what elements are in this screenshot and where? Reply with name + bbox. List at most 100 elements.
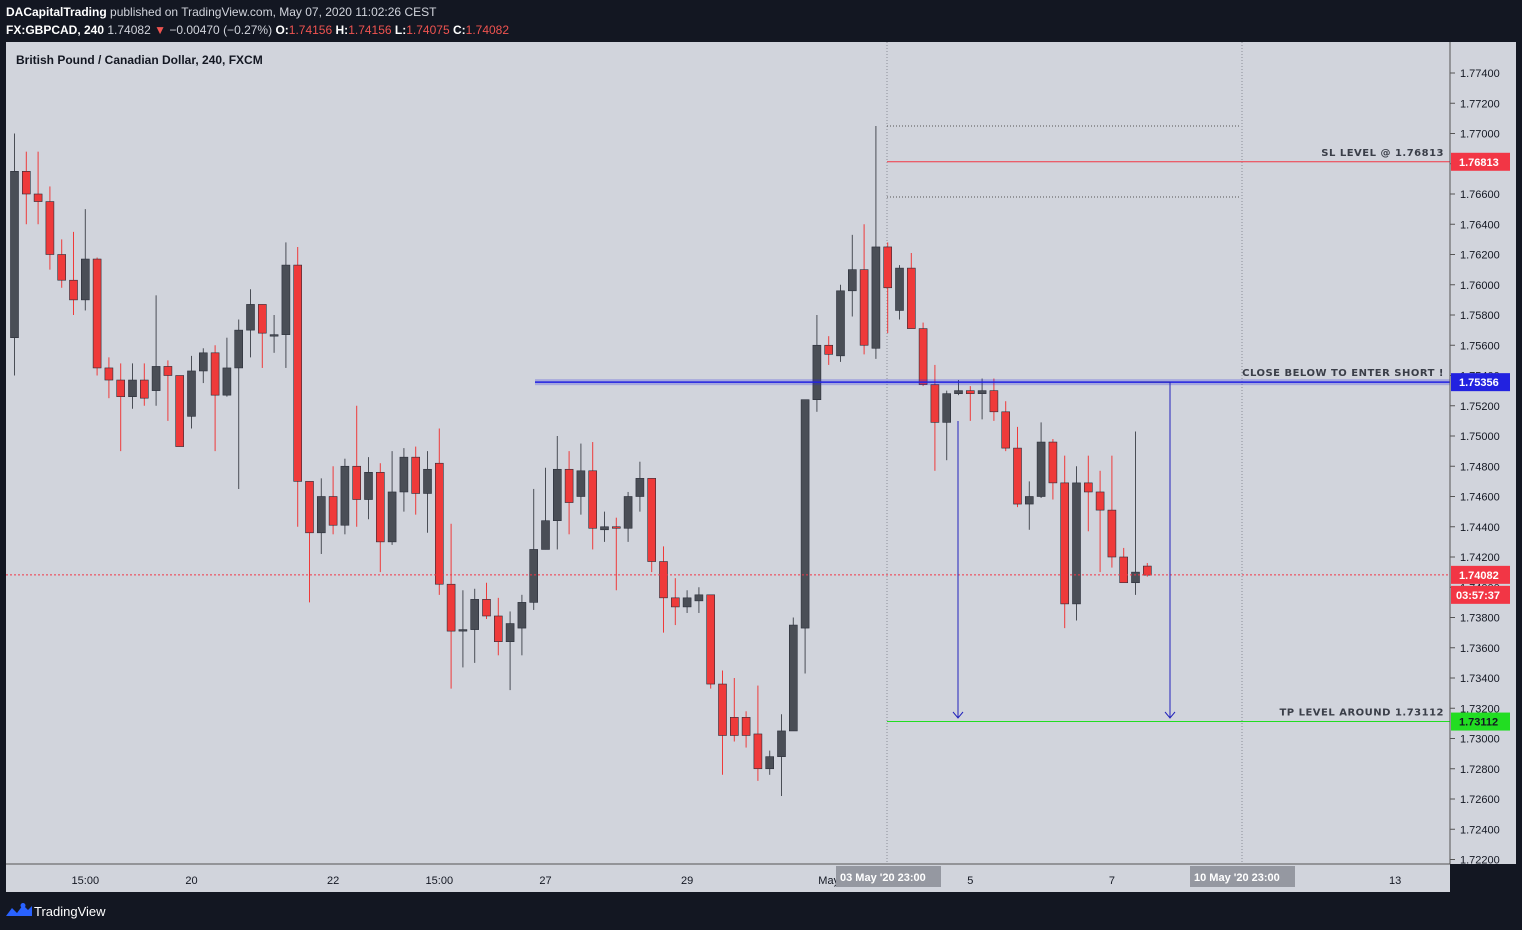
publish-line: DACapitalTrading published on TradingVie… [6, 5, 436, 19]
candle-body [470, 599, 480, 630]
tradingview-logo-icon[interactable] [6, 902, 32, 920]
candle-body [1107, 509, 1117, 558]
down-arrow-head [952, 711, 964, 719]
candle-body [812, 344, 822, 401]
y-tick-label: 1.74400 [1460, 522, 1500, 534]
candle-body [423, 468, 432, 494]
high-label: H: [335, 23, 349, 37]
candle-body [788, 624, 798, 732]
tradingview-brand[interactable]: TradingView [34, 904, 106, 919]
candle-body [682, 597, 692, 608]
candle-body [623, 496, 633, 529]
date-highlight-label: 10 May '20 23:00 [1194, 872, 1280, 884]
candle-body [1072, 482, 1081, 605]
sl-price-tag-bg [1451, 152, 1510, 171]
x-tick-label: May [818, 875, 839, 887]
candle-body [81, 258, 90, 301]
candle-body [741, 717, 751, 736]
candle-body [765, 756, 775, 770]
candle-body [529, 549, 539, 603]
candle-body [458, 629, 468, 632]
candle-body [69, 279, 78, 301]
x-tick-label: 13 [1389, 875, 1401, 887]
y-tick-label: 1.77200 [1460, 98, 1500, 110]
y-tick-label: 1.73000 [1460, 734, 1500, 746]
candle-body [151, 366, 161, 391]
entry-annotation: CLOSE BELOW TO ENTER SHORT ! [1242, 368, 1444, 379]
x-tick-label: 15:00 [72, 875, 100, 887]
candle-body [930, 384, 940, 423]
candle-body [588, 470, 598, 529]
y-tick-label: 1.75600 [1460, 340, 1500, 352]
candle-body [600, 526, 609, 531]
y-tick-label: 1.73800 [1460, 613, 1500, 625]
y-tick-label: 1.76400 [1460, 219, 1500, 231]
candle-body [1048, 441, 1058, 484]
tp-annotation: TP LEVEL AROUND 1.73112 [1279, 708, 1444, 719]
down-arrow-icon: ▼ [154, 23, 166, 37]
y-tick-label: 1.72200 [1460, 855, 1500, 867]
y-tick-label: 1.75200 [1460, 401, 1500, 413]
tp-price-tag-bg [1451, 712, 1510, 731]
candle-body [328, 496, 338, 526]
candle-body [128, 379, 137, 397]
candle-body [234, 329, 243, 369]
plot-area[interactable] [6, 42, 1450, 864]
candle-body [45, 201, 55, 255]
candle-body [906, 267, 916, 329]
ohlc-line: FX:GBPCAD, 240 1.74082 ▼ −0.00470 (−0.27… [6, 23, 509, 37]
y-tick-label: 1.72400 [1460, 824, 1500, 836]
candle-body [210, 352, 220, 396]
y-tick-label: 1.74800 [1460, 461, 1500, 473]
x-tick-label: 29 [681, 875, 693, 887]
author-name[interactable]: DACapitalTrading [6, 5, 107, 19]
candle-body [965, 390, 975, 394]
countdown-bg [1451, 585, 1510, 604]
candle-body [352, 465, 362, 500]
entry-price-tag-bg [1451, 373, 1510, 392]
y-tick-label: 1.75000 [1460, 431, 1500, 443]
countdown-label: 03:57:37 [1456, 590, 1500, 602]
y-tick-label: 1.73400 [1460, 673, 1500, 685]
candle-body [670, 597, 680, 608]
candle-body [505, 623, 515, 642]
y-tick-label: 1.76600 [1460, 189, 1500, 201]
x-tick-label: 15:00 [426, 875, 454, 887]
candle-body [1084, 482, 1093, 493]
candle-body [316, 496, 326, 534]
candle-body [10, 171, 19, 338]
candle-body [222, 367, 232, 396]
open-label: O: [275, 23, 289, 37]
y-tick-label: 1.73200 [1460, 703, 1500, 715]
candle-body [411, 456, 421, 494]
candle-body [800, 399, 810, 629]
candle-body [175, 375, 184, 447]
candle-body [1036, 441, 1046, 497]
candle-body [493, 615, 503, 642]
sl-price-tag: 1.76813 [1459, 157, 1499, 169]
candle-body [824, 344, 834, 355]
candle-body [847, 269, 857, 292]
candle-body [399, 456, 409, 493]
candle-body [21, 171, 31, 195]
chart-title: British Pound / Canadian Dollar, 240, FX… [16, 53, 263, 67]
candle-body [694, 594, 704, 602]
close-label: C: [452, 23, 466, 37]
candle-body [257, 304, 267, 334]
symbol-label: FX:GBPCAD, 240 [6, 23, 105, 37]
x-tick-label: 20 [185, 875, 197, 887]
y-tick-label: 1.72800 [1460, 764, 1500, 776]
candle-body [293, 264, 303, 482]
candle-body [859, 269, 869, 346]
y-tick-label: 1.74200 [1460, 552, 1500, 564]
candle-body [116, 379, 125, 397]
candle-body [92, 258, 102, 369]
candle-body [434, 462, 444, 585]
y-tick-label: 1.72600 [1460, 794, 1500, 806]
candle-body [1119, 556, 1128, 584]
open-value: 1.74156 [288, 23, 333, 37]
y-tick-label: 1.77000 [1460, 129, 1500, 141]
candle-body [199, 352, 208, 372]
candle-body [989, 390, 999, 413]
